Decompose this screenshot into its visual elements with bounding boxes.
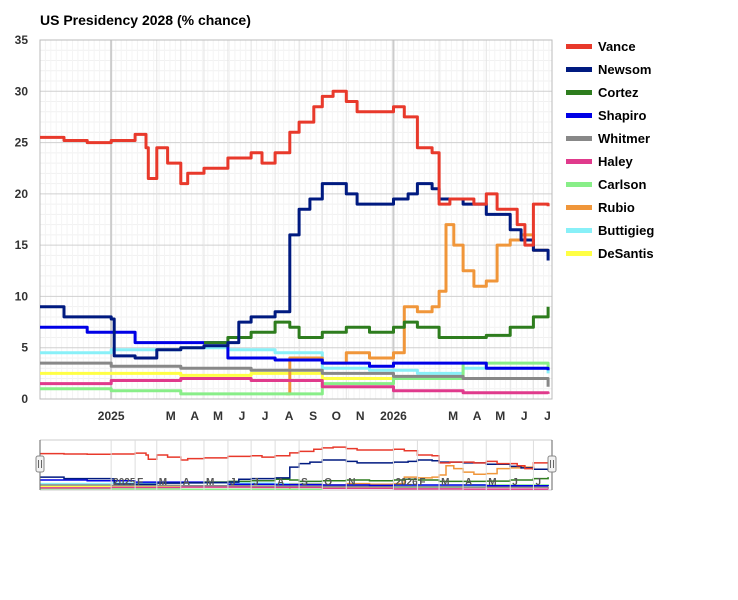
legend-item-desantis[interactable]: DeSantis [566, 246, 654, 261]
y-tick-label: 15 [15, 238, 29, 252]
legend-label: Newsom [598, 62, 651, 77]
legend-swatch [566, 182, 592, 187]
navigator-tick-label: M [206, 477, 214, 488]
series-line-shapiro[interactable] [40, 325, 550, 371]
legend-label: Rubio [598, 200, 635, 215]
y-tick-label: 30 [15, 84, 29, 98]
chart-title: US Presidency 2028 (% chance) [40, 12, 251, 28]
navigator-tick-label: M [159, 477, 167, 488]
x-tick-label: S [309, 409, 317, 423]
navigator-tick-label: F [419, 477, 425, 488]
y-axis: 0 5 10 15 20 25 30 35 [15, 33, 29, 406]
x-tick-label: 2026 [380, 409, 407, 423]
legend-swatch [566, 113, 592, 118]
legend-swatch [566, 136, 592, 141]
x-tick-label: A [285, 409, 294, 423]
x-axis: 2025 M A M J J A S O N 2026 M A M J J [98, 409, 551, 423]
navigator[interactable]: 2025 F M A M J J A S O N 2026 F M A M J J [35, 439, 557, 491]
x-tick-label: J [521, 409, 528, 423]
legend[interactable]: Vance Newsom Cortez Shapiro Whitmer Haley Carl… [566, 39, 654, 261]
series-line-vance[interactable] [40, 89, 550, 247]
x-tick-label: 2025 [98, 409, 125, 423]
legend-swatch [566, 251, 592, 256]
navigator-tick-label: 2026 [395, 477, 418, 488]
navigator-tick-label: J [535, 477, 541, 488]
grid [39, 39, 553, 400]
handle-body [547, 455, 557, 473]
x-tick-label: A [473, 409, 482, 423]
plot-area [40, 89, 550, 396]
y-tick-label: 10 [15, 289, 29, 303]
navigator-tick-label: F [137, 477, 143, 488]
navigator-left-handle[interactable] [35, 455, 45, 473]
legend-label: Buttigieg [598, 223, 654, 238]
series-line-cortez[interactable] [204, 306, 550, 345]
navigator-tick-label: O [324, 477, 332, 488]
series-line-newsom[interactable] [40, 182, 550, 360]
legend-label: Whitmer [598, 131, 650, 146]
legend-label: Haley [598, 154, 633, 169]
navigator-tick-label: S [301, 477, 308, 488]
navigator-tick-label: 2025 [113, 477, 136, 488]
legend-label: Shapiro [598, 108, 646, 123]
legend-item-newsom[interactable]: Newsom [566, 62, 651, 77]
navigator-tick-label: N [348, 477, 355, 488]
legend-swatch [566, 159, 592, 164]
navigator-tick-label: J [512, 477, 518, 488]
x-tick-label: J [262, 409, 269, 423]
legend-item-buttigieg[interactable]: Buttigieg [566, 223, 654, 238]
legend-label: Carlson [598, 177, 646, 192]
navigator-tick-label: J [253, 477, 259, 488]
x-tick-label: N [356, 409, 365, 423]
series-line-carlson[interactable] [40, 361, 550, 396]
legend-item-rubio[interactable]: Rubio [566, 200, 635, 215]
legend-swatch [566, 90, 592, 95]
y-tick-label: 35 [15, 33, 29, 47]
navigator-tick-label: M [441, 477, 449, 488]
legend-label: Cortez [598, 85, 639, 100]
navigator-tick-label: J [230, 477, 236, 488]
legend-item-haley[interactable]: Haley [566, 154, 633, 169]
legend-item-shapiro[interactable]: Shapiro [566, 108, 646, 123]
legend-label: DeSantis [598, 246, 654, 261]
y-tick-label: 5 [21, 341, 28, 355]
y-tick-label: 20 [15, 187, 29, 201]
legend-swatch [566, 44, 592, 49]
y-tick-label: 0 [21, 392, 28, 406]
legend-item-vance[interactable]: Vance [566, 39, 636, 54]
legend-swatch [566, 205, 592, 210]
x-tick-label: M [166, 409, 176, 423]
legend-item-whitmer[interactable]: Whitmer [566, 131, 650, 146]
x-tick-label: J [239, 409, 246, 423]
navigator-tick-label: A [465, 477, 472, 488]
series-line-haley[interactable] [40, 377, 550, 395]
navigator-series-vance [40, 446, 549, 470]
navigator-right-handle[interactable] [547, 455, 557, 473]
series-line-whitmer[interactable] [40, 361, 550, 387]
navigator-tick-label: A [183, 477, 190, 488]
x-tick-label: J [544, 409, 551, 423]
navigator-tick-label: A [277, 477, 284, 488]
legend-item-carlson[interactable]: Carlson [566, 177, 646, 192]
x-tick-label: M [448, 409, 458, 423]
legend-item-cortez[interactable]: Cortez [566, 85, 639, 100]
x-tick-label: O [332, 409, 341, 423]
plot-frame [39, 39, 553, 400]
x-tick-label: M [213, 409, 223, 423]
navigator-series-rubio [285, 464, 549, 491]
x-tick-label: M [495, 409, 505, 423]
y-tick-label: 25 [15, 136, 29, 150]
handle-body [35, 455, 45, 473]
legend-swatch [566, 228, 592, 233]
series-line-rubio[interactable] [285, 223, 549, 396]
navigator-tick-label: M [488, 477, 496, 488]
legend-label: Vance [598, 39, 636, 54]
x-tick-label: A [190, 409, 199, 423]
legend-swatch [566, 67, 592, 72]
